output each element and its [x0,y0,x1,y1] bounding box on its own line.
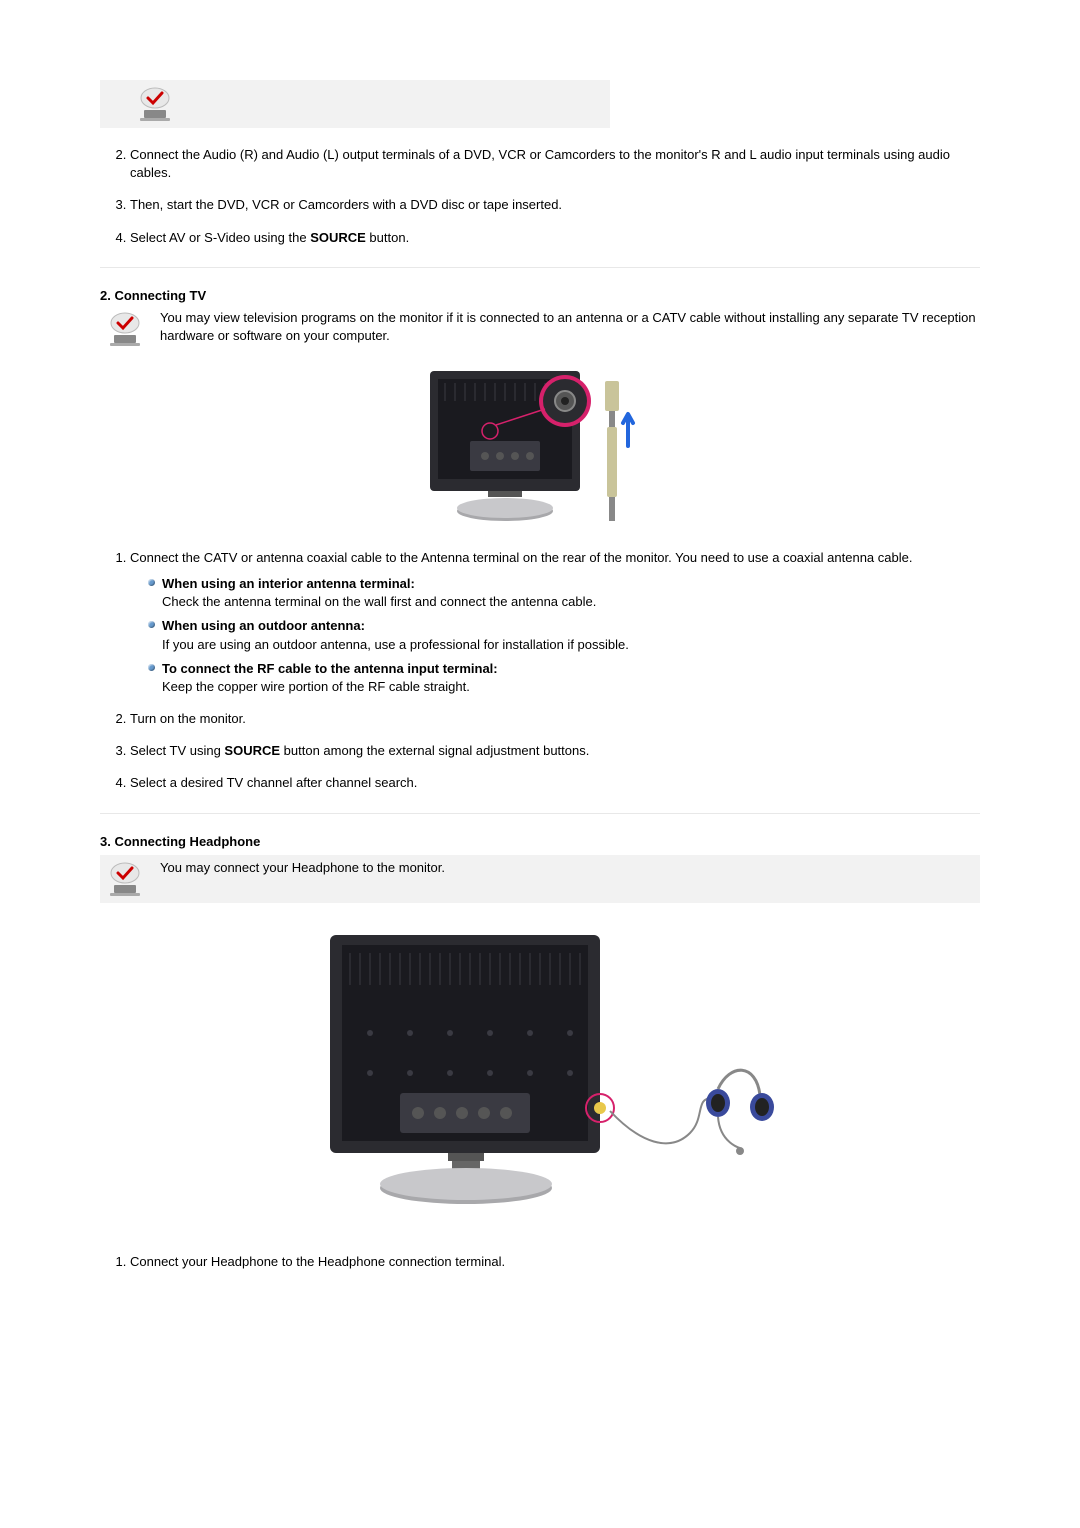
hp-steps: Connect your Headphone to the Headphone … [100,1253,980,1271]
step-text: Turn on the monitor. [130,711,246,726]
prev-step-3: Then, start the DVD, VCR or Camcorders w… [130,196,980,214]
step-text: Connect the CATV or antenna coaxial cabl… [130,550,912,565]
divider [100,813,980,814]
tv-sub-3: To connect the RF cable to the antenna i… [148,660,980,696]
checkmark-monitor-icon [100,309,150,349]
step-text: Then, start the DVD, VCR or Camcorders w… [130,197,562,212]
tv-connection-image [410,361,670,531]
prev-step-4: Select AV or S-Video using the SOURCE bu… [130,229,980,247]
sub-bold: To connect the RF cable to the antenna i… [162,661,498,676]
tv-intro-text: You may view television programs on the … [160,309,980,345]
prev-section-steps: Connect the Audio (R) and Audio (L) outp… [100,146,980,247]
hp-intro: You may connect your Headphone to the mo… [100,855,980,903]
top-icon-block [100,80,610,128]
document-page: Connect the Audio (R) and Audio (L) outp… [0,0,1080,1345]
sub-text: Keep the copper wire portion of the RF c… [162,679,470,694]
prev-step-2: Connect the Audio (R) and Audio (L) outp… [130,146,980,182]
tv-step-3: Select TV using SOURCE button among the … [130,742,980,760]
sub-text: Check the antenna terminal on the wall f… [162,594,596,609]
checkmark-monitor-icon [100,859,150,899]
tv-step-1: Connect the CATV or antenna coaxial cabl… [130,549,980,696]
hp-step-1: Connect your Headphone to the Headphone … [130,1253,980,1271]
tv-sub-2: When using an outdoor antenna: If you ar… [148,617,980,653]
step-text: Connect the Audio (R) and Audio (L) outp… [130,147,950,180]
tv-sub-1: When using an interior antenna terminal:… [148,575,980,611]
hp-heading: 3. Connecting Headphone [100,834,980,849]
tv-heading: 2. Connecting TV [100,288,980,303]
step-text-bold: SOURCE [224,743,280,758]
tv-sublist: When using an interior antenna terminal:… [130,575,980,696]
sub-bold: When using an interior antenna terminal: [162,576,415,591]
tv-step-4: Select a desired TV channel after channe… [130,774,980,792]
divider [100,267,980,268]
headphone-connection-image [300,923,780,1213]
step-text-bold: SOURCE [310,230,366,245]
sub-bold: When using an outdoor antenna: [162,618,365,633]
step-text-post: button. [366,230,409,245]
sub-text: If you are using an outdoor antenna, use… [162,637,629,652]
step-text-post: button among the external signal adjustm… [280,743,589,758]
step-text-pre: Select AV or S-Video using the [130,230,310,245]
tv-intro: You may view television programs on the … [100,309,980,349]
step-text: Connect your Headphone to the Headphone … [130,1254,505,1269]
step-text: Select a desired TV channel after channe… [130,775,417,790]
checkmark-monitor-icon [130,84,180,124]
tv-step-2: Turn on the monitor. [130,710,980,728]
step-text-pre: Select TV using [130,743,224,758]
hp-intro-text: You may connect your Headphone to the mo… [160,859,976,877]
tv-steps: Connect the CATV or antenna coaxial cabl… [100,549,980,793]
